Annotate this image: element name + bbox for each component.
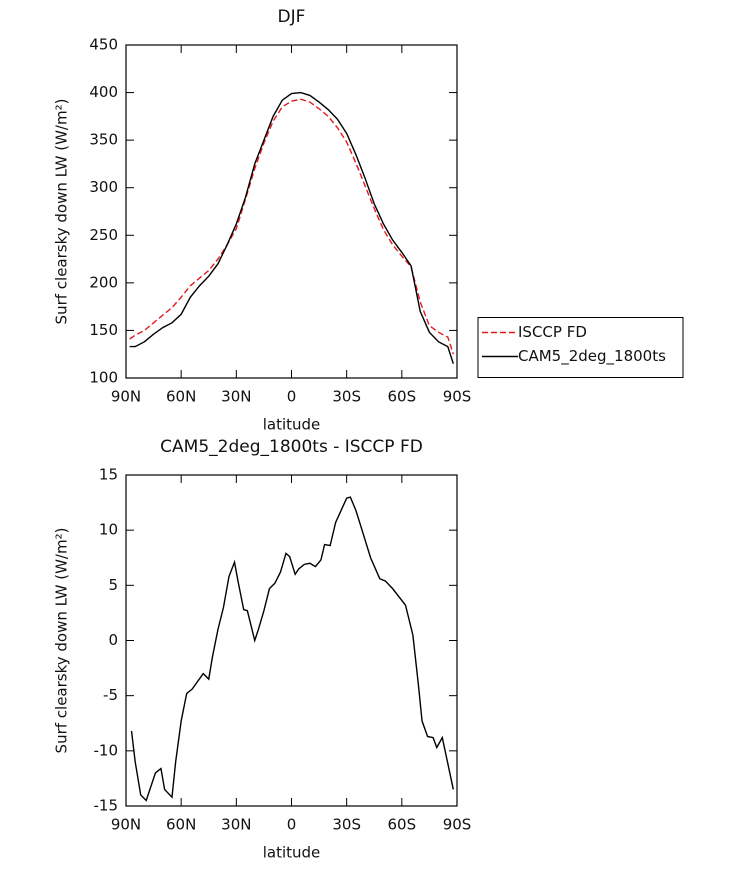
y-tick-label: 300: [89, 178, 118, 196]
x-tick-label: 90S: [443, 816, 472, 834]
data-line: [129, 98, 454, 355]
y-tick-label: 350: [89, 131, 118, 149]
legend-label: ISCCP FD: [518, 323, 587, 341]
y-tick-label: -5: [103, 686, 118, 704]
y-tick-label: 100: [89, 369, 118, 387]
x-tick-label: 60S: [388, 816, 417, 834]
x-tick-label: 30N: [221, 816, 251, 834]
x-axis-label: latitude: [263, 844, 321, 862]
y-axis-label: Surf clearsky down LW (W/m²): [53, 99, 71, 325]
y-tick-label: 250: [89, 226, 118, 244]
x-tick-label: 0: [287, 388, 297, 406]
y-tick-label: 5: [108, 576, 118, 594]
plot-frame: [125, 474, 458, 807]
plot-frame: [125, 44, 458, 379]
y-tick-label: 450: [89, 36, 118, 54]
chart-title: DJF: [278, 7, 306, 27]
y-axis-label: Surf clearsky down LW (W/m²): [53, 528, 71, 754]
chart-title: CAM5_2deg_1800ts - ISCCP FD: [160, 437, 423, 457]
legend-box: [477, 317, 684, 378]
y-tick-label: 15: [99, 466, 118, 484]
x-tick-label: 30S: [332, 388, 361, 406]
x-tick-label: 60S: [388, 388, 417, 406]
data-line: [130, 496, 455, 802]
x-axis-label: latitude: [263, 416, 321, 434]
x-tick-label: 90N: [111, 388, 141, 406]
x-tick-label: 30N: [221, 388, 251, 406]
y-tick-label: -10: [94, 741, 119, 759]
x-tick-label: 30S: [332, 816, 361, 834]
y-tick-label: 200: [89, 273, 118, 291]
x-tick-label: 60N: [166, 388, 196, 406]
x-tick-label: 0: [287, 816, 297, 834]
y-tick-label: 150: [89, 321, 118, 339]
x-tick-label: 90N: [111, 816, 141, 834]
x-tick-label: 90S: [443, 388, 472, 406]
legend-label: CAM5_2deg_1800ts: [518, 347, 666, 366]
x-tick-label: 60N: [166, 816, 196, 834]
y-tick-label: -15: [94, 797, 119, 815]
data-line: [129, 91, 454, 364]
y-tick-label: 10: [99, 521, 118, 539]
y-tick-label: 0: [108, 631, 118, 649]
y-tick-label: 400: [89, 83, 118, 101]
